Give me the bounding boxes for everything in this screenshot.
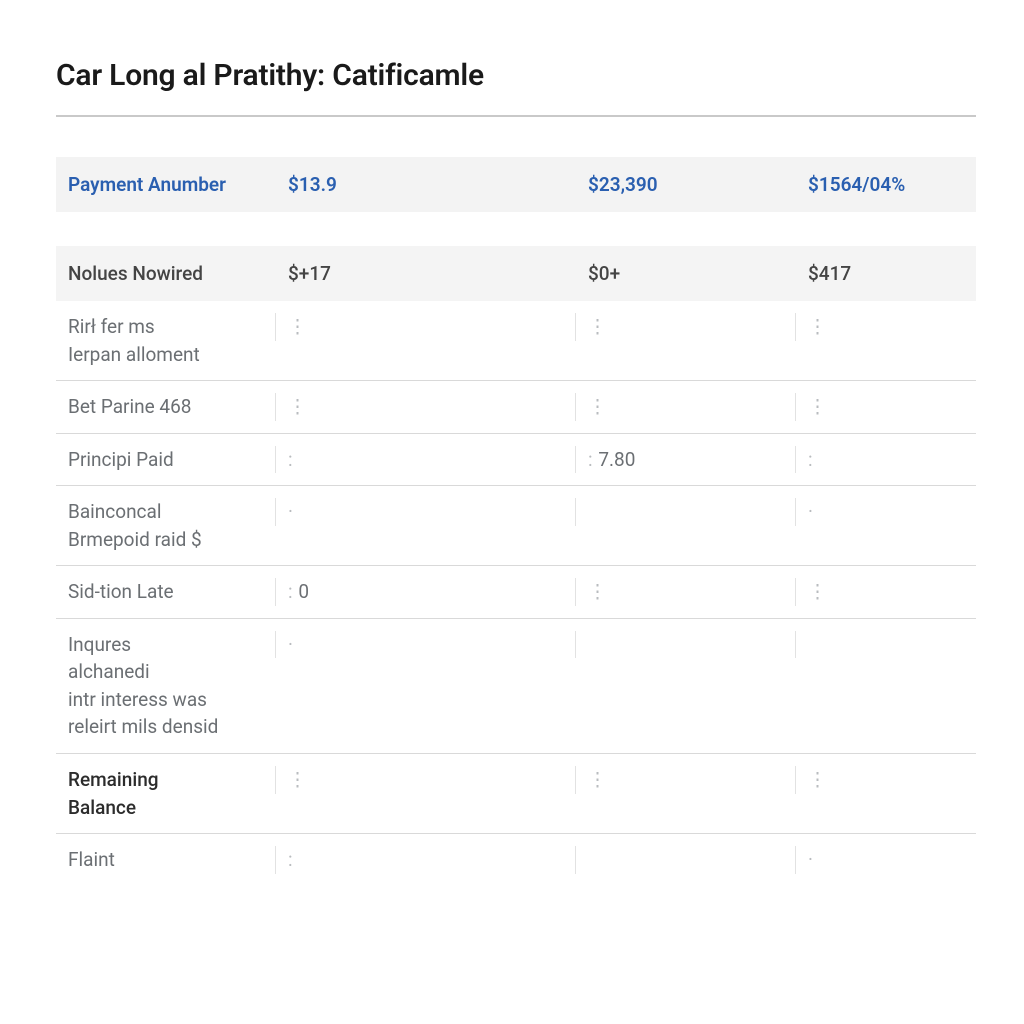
table-row: BainconcalBrmepoid raid $· · [56,486,976,566]
row-label: Sid-tion Late [56,566,276,618]
row-cell: ⋮ [276,381,576,433]
row-cell [576,486,796,538]
row-cell: ⋮ [796,381,976,433]
row-label: RemainingBalance [56,754,276,833]
row-label: BainconcalBrmepoid raid $ [56,486,276,565]
table-row: Rirł fer msIerpan alloment⋮ ⋮ ⋮ [56,301,976,381]
row-cell: ⋮ [796,301,976,353]
table-subheader-row: Nolues Nowired$+17$0+$417 [56,246,976,301]
row-cell: : 7.80 [576,434,796,486]
row-label: Rirł fer msIerpan alloment [56,301,276,380]
row-cell: · [276,486,576,538]
table-header-value: $13.9 [276,157,576,212]
row-label: Flaint [56,834,276,886]
page-title: Car Long al Pratithy: Catificamle [56,58,976,93]
table-header-row: Payment Anumber$13.9$23,390$1564/04% [56,157,976,212]
row-label: Bet Parine 468 [56,381,276,433]
table-row: Flaint: · [56,834,976,886]
row-label: Inquresalchanediintr interess wasreleirt… [56,619,276,753]
table-row: RemainingBalance⋮ ⋮ ⋮ [56,754,976,834]
row-cell: ⋮ [276,301,576,353]
row-cell: : 0 [276,566,576,618]
table-row: Bet Parine 468⋮ ⋮ ⋮ [56,381,976,434]
row-cell: · [796,834,976,886]
row-cell: · [276,619,576,671]
table-subheader-label: Nolues Nowired [56,246,276,301]
row-cell: ⋮ [576,301,796,353]
page: Car Long al Pratithy: Catificamle Paymen… [0,0,1024,886]
table-subheader-value: $+17 [276,246,576,301]
row-cell: · [796,486,976,538]
table-header-value: $23,390 [576,157,796,212]
table-row: Principi Paid: : 7.80: [56,433,976,486]
spacer-row [56,212,976,246]
table-subheader-value: $417 [796,246,976,301]
row-cell [576,834,796,886]
row-cell: ⋮ [796,566,976,618]
table-subheader-value: $0+ [576,246,796,301]
table-row: Inquresalchanediintr interess wasreleirt… [56,618,976,753]
table-header-label: Payment Anumber [56,157,276,212]
payment-table: Payment Anumber$13.9$23,390$1564/04% Nolu… [56,157,976,886]
row-cell: : [276,834,576,886]
row-cell: ⋮ [276,754,576,806]
row-cell: ⋮ [796,754,976,806]
row-cell [796,619,976,671]
row-cell: ⋮ [576,566,796,618]
table-header-value: $1564/04% [796,157,976,212]
row-cell: ⋮ [576,754,796,806]
table-row: Sid-tion Late: 0⋮ ⋮ [56,566,976,619]
row-label: Principi Paid [56,434,276,486]
row-cell: : [276,434,576,486]
row-cell: ⋮ [576,381,796,433]
row-cell: : [796,434,976,486]
title-divider [56,115,976,117]
row-cell [576,619,796,671]
